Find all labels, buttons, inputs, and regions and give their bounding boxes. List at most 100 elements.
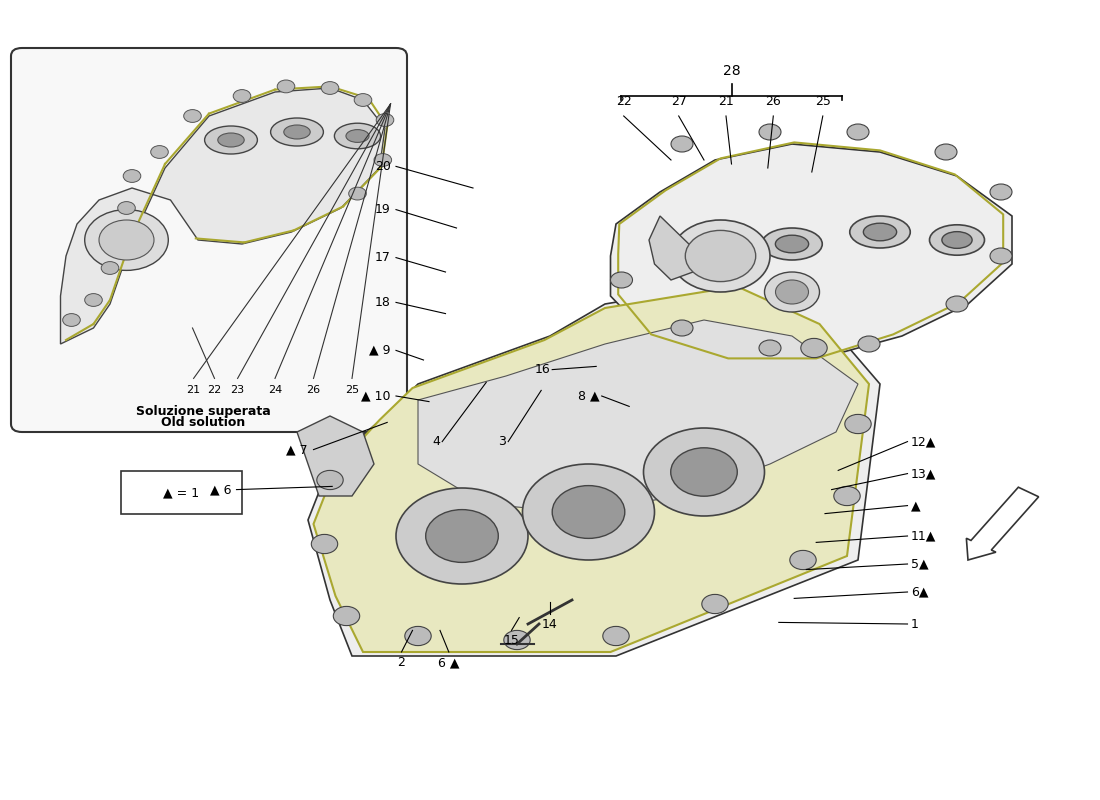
Circle shape xyxy=(858,336,880,352)
Circle shape xyxy=(85,294,102,306)
Ellipse shape xyxy=(334,123,381,149)
Circle shape xyxy=(801,338,827,358)
Text: 2: 2 xyxy=(397,656,406,669)
Ellipse shape xyxy=(776,235,808,253)
Ellipse shape xyxy=(942,232,972,248)
Circle shape xyxy=(374,154,392,166)
Text: 4: 4 xyxy=(432,435,440,448)
Text: 24: 24 xyxy=(268,385,282,395)
Polygon shape xyxy=(610,144,1012,360)
Circle shape xyxy=(354,94,372,106)
Text: 19: 19 xyxy=(375,203,390,216)
Polygon shape xyxy=(649,216,693,280)
Circle shape xyxy=(764,272,820,312)
Text: 3: 3 xyxy=(498,435,506,448)
Text: ▲ 7: ▲ 7 xyxy=(286,443,308,456)
Text: 12▲: 12▲ xyxy=(911,435,936,448)
Text: 8 ▲: 8 ▲ xyxy=(578,390,600,402)
Text: ▲ = 1: ▲ = 1 xyxy=(164,486,199,499)
Circle shape xyxy=(233,90,251,102)
Polygon shape xyxy=(297,416,374,496)
Circle shape xyxy=(946,296,968,312)
Text: Soluzione superata: Soluzione superata xyxy=(136,405,271,418)
Text: 17: 17 xyxy=(375,251,390,264)
Text: 20: 20 xyxy=(375,160,390,173)
Circle shape xyxy=(610,272,632,288)
Circle shape xyxy=(671,320,693,336)
Ellipse shape xyxy=(271,118,323,146)
Ellipse shape xyxy=(284,125,310,139)
Circle shape xyxy=(311,534,338,554)
Text: 26: 26 xyxy=(307,385,320,395)
Circle shape xyxy=(426,510,498,562)
Circle shape xyxy=(702,594,728,614)
Text: 25: 25 xyxy=(345,385,359,395)
Circle shape xyxy=(834,486,860,506)
Circle shape xyxy=(317,470,343,490)
Circle shape xyxy=(101,262,119,274)
Ellipse shape xyxy=(345,130,370,142)
Text: 16: 16 xyxy=(535,363,550,376)
Circle shape xyxy=(935,144,957,160)
Polygon shape xyxy=(60,88,385,344)
Circle shape xyxy=(333,606,360,626)
FancyBboxPatch shape xyxy=(121,471,242,514)
Circle shape xyxy=(277,80,295,93)
Circle shape xyxy=(603,626,629,646)
Circle shape xyxy=(845,414,871,434)
Circle shape xyxy=(671,136,693,152)
Ellipse shape xyxy=(761,228,823,260)
FancyBboxPatch shape xyxy=(11,48,407,432)
Text: 6 ▲: 6 ▲ xyxy=(438,656,460,669)
Polygon shape xyxy=(308,280,880,656)
Circle shape xyxy=(759,340,781,356)
Text: 26: 26 xyxy=(766,95,781,108)
Circle shape xyxy=(990,248,1012,264)
Ellipse shape xyxy=(849,216,911,248)
Circle shape xyxy=(99,220,154,260)
Circle shape xyxy=(685,230,756,282)
Text: 13▲: 13▲ xyxy=(911,467,936,480)
Circle shape xyxy=(552,486,625,538)
Text: 25: 25 xyxy=(815,95,830,108)
Text: 22: 22 xyxy=(208,385,221,395)
Circle shape xyxy=(123,170,141,182)
Circle shape xyxy=(321,82,339,94)
Text: ▲ 10: ▲ 10 xyxy=(361,390,390,402)
Circle shape xyxy=(644,428,764,516)
FancyArrow shape xyxy=(967,487,1038,560)
Circle shape xyxy=(671,448,737,496)
Circle shape xyxy=(85,210,168,270)
Circle shape xyxy=(790,550,816,570)
Text: 21: 21 xyxy=(187,385,200,395)
Circle shape xyxy=(184,110,201,122)
Circle shape xyxy=(376,114,394,126)
Text: 23: 23 xyxy=(231,385,244,395)
Text: Old solution: Old solution xyxy=(162,416,245,429)
Text: 15: 15 xyxy=(504,634,519,646)
Polygon shape xyxy=(314,286,869,652)
Circle shape xyxy=(396,488,528,584)
Polygon shape xyxy=(418,320,858,512)
Text: 28: 28 xyxy=(723,64,740,78)
Text: 11▲: 11▲ xyxy=(911,530,936,542)
Circle shape xyxy=(671,220,770,292)
Text: 6▲: 6▲ xyxy=(911,586,928,598)
Text: 1: 1 xyxy=(911,618,918,630)
Circle shape xyxy=(118,202,135,214)
Circle shape xyxy=(990,184,1012,200)
Text: ▲ 9: ▲ 9 xyxy=(368,344,390,357)
Text: 5▲: 5▲ xyxy=(911,558,928,570)
Ellipse shape xyxy=(864,223,896,241)
Circle shape xyxy=(847,124,869,140)
Circle shape xyxy=(349,187,366,200)
Ellipse shape xyxy=(205,126,257,154)
Circle shape xyxy=(151,146,168,158)
Circle shape xyxy=(776,280,808,304)
Circle shape xyxy=(63,314,80,326)
Circle shape xyxy=(759,124,781,140)
Circle shape xyxy=(405,626,431,646)
Ellipse shape xyxy=(218,133,244,147)
Ellipse shape xyxy=(930,225,984,255)
Circle shape xyxy=(504,630,530,650)
